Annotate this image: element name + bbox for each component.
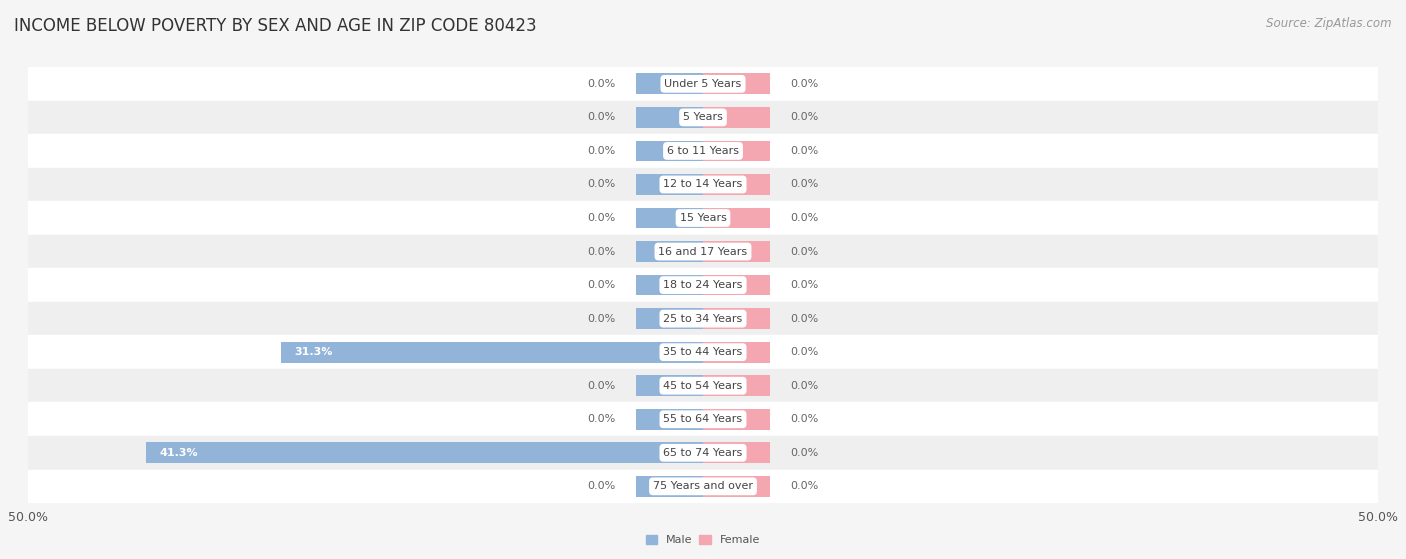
Bar	[636, 73, 703, 94]
Bar	[703, 375, 770, 396]
Bar	[703, 409, 770, 430]
Bar	[28, 101, 1378, 134]
Text: 0.0%: 0.0%	[588, 314, 616, 324]
Bar	[636, 375, 703, 396]
Text: 0.0%: 0.0%	[588, 179, 616, 190]
Bar	[28, 302, 1378, 335]
Bar	[703, 73, 770, 94]
Bar	[28, 168, 1378, 201]
Bar	[281, 342, 703, 363]
Text: 16 and 17 Years: 16 and 17 Years	[658, 247, 748, 257]
Text: 0.0%: 0.0%	[588, 381, 616, 391]
Bar	[703, 107, 770, 128]
Bar	[28, 235, 1378, 268]
Bar	[28, 369, 1378, 402]
Text: 35 to 44 Years: 35 to 44 Years	[664, 347, 742, 357]
Bar	[28, 335, 1378, 369]
Text: 65 to 74 Years: 65 to 74 Years	[664, 448, 742, 458]
Text: 0.0%: 0.0%	[790, 179, 818, 190]
Bar	[636, 308, 703, 329]
Bar	[703, 476, 770, 497]
Text: 75 Years and over: 75 Years and over	[652, 481, 754, 491]
Text: 0.0%: 0.0%	[588, 213, 616, 223]
Text: 41.3%: 41.3%	[159, 448, 198, 458]
Bar	[636, 274, 703, 296]
Text: 0.0%: 0.0%	[790, 112, 818, 122]
Bar	[636, 140, 703, 162]
Bar	[636, 409, 703, 430]
Bar	[703, 308, 770, 329]
Bar	[636, 174, 703, 195]
Bar	[703, 442, 770, 463]
Bar	[636, 207, 703, 229]
Text: 5 Years: 5 Years	[683, 112, 723, 122]
Text: 0.0%: 0.0%	[790, 448, 818, 458]
Text: 0.0%: 0.0%	[790, 280, 818, 290]
Text: 0.0%: 0.0%	[790, 79, 818, 89]
Bar	[703, 241, 770, 262]
Bar	[146, 442, 703, 463]
Text: 0.0%: 0.0%	[790, 146, 818, 156]
Text: 0.0%: 0.0%	[790, 213, 818, 223]
Bar	[28, 134, 1378, 168]
Text: 0.0%: 0.0%	[790, 347, 818, 357]
Text: 0.0%: 0.0%	[588, 247, 616, 257]
Bar	[703, 174, 770, 195]
Bar	[28, 436, 1378, 470]
Text: Source: ZipAtlas.com: Source: ZipAtlas.com	[1267, 17, 1392, 30]
Text: INCOME BELOW POVERTY BY SEX AND AGE IN ZIP CODE 80423: INCOME BELOW POVERTY BY SEX AND AGE IN Z…	[14, 17, 537, 35]
Text: 18 to 24 Years: 18 to 24 Years	[664, 280, 742, 290]
Text: 6 to 11 Years: 6 to 11 Years	[666, 146, 740, 156]
Legend: Male, Female: Male, Female	[641, 531, 765, 550]
Text: Under 5 Years: Under 5 Years	[665, 79, 741, 89]
Bar	[28, 470, 1378, 503]
Text: 0.0%: 0.0%	[588, 414, 616, 424]
Text: 12 to 14 Years: 12 to 14 Years	[664, 179, 742, 190]
Bar	[636, 107, 703, 128]
Text: 45 to 54 Years: 45 to 54 Years	[664, 381, 742, 391]
Text: 0.0%: 0.0%	[588, 280, 616, 290]
Text: 0.0%: 0.0%	[588, 79, 616, 89]
Bar	[703, 140, 770, 162]
Text: 15 Years: 15 Years	[679, 213, 727, 223]
Text: 55 to 64 Years: 55 to 64 Years	[664, 414, 742, 424]
Bar	[703, 207, 770, 229]
Text: 0.0%: 0.0%	[790, 481, 818, 491]
Bar	[28, 402, 1378, 436]
Text: 0.0%: 0.0%	[790, 381, 818, 391]
Text: 0.0%: 0.0%	[790, 247, 818, 257]
Text: 0.0%: 0.0%	[588, 481, 616, 491]
Text: 31.3%: 31.3%	[294, 347, 332, 357]
Text: 0.0%: 0.0%	[588, 112, 616, 122]
Text: 25 to 34 Years: 25 to 34 Years	[664, 314, 742, 324]
Bar	[703, 274, 770, 296]
Bar	[636, 241, 703, 262]
Text: 0.0%: 0.0%	[790, 314, 818, 324]
Bar	[28, 201, 1378, 235]
Bar	[636, 476, 703, 497]
Text: 0.0%: 0.0%	[588, 146, 616, 156]
Text: 0.0%: 0.0%	[790, 414, 818, 424]
Bar	[703, 342, 770, 363]
Bar	[28, 268, 1378, 302]
Bar	[28, 67, 1378, 101]
